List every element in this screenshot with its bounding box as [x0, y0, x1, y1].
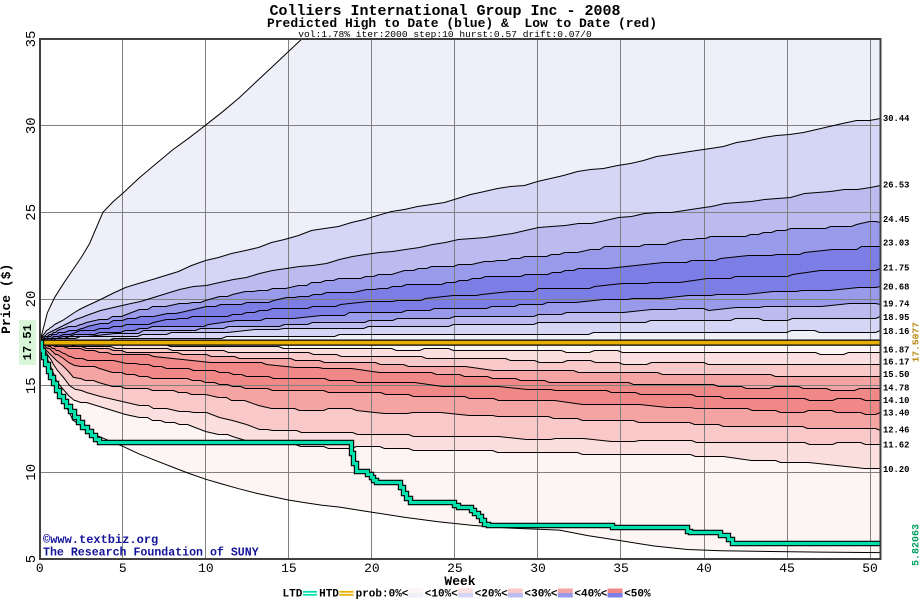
svg-text:Price ($): Price ($)	[0, 264, 14, 334]
svg-text:The Research Foundation of SUN: The Research Foundation of SUNY	[43, 547, 259, 560]
svg-text:19.74: 19.74	[883, 300, 910, 310]
svg-text:17.5077: 17.5077	[911, 322, 920, 363]
svg-text:16.17: 16.17	[883, 357, 909, 367]
svg-text:0: 0	[36, 561, 44, 576]
svg-text:21.75: 21.75	[883, 264, 909, 274]
svg-text:<10%<: <10%<	[425, 589, 458, 601]
svg-text:Week: Week	[444, 574, 475, 589]
svg-text:5: 5	[119, 561, 127, 576]
svg-text:12.46: 12.46	[883, 426, 909, 436]
svg-text:vol:1.78% iter:2000 step:10 hu: vol:1.78% iter:2000 step:10 hurst:0.57 d…	[298, 29, 592, 40]
svg-text:15: 15	[24, 377, 40, 394]
svg-text:20: 20	[364, 561, 380, 576]
svg-text:5.82063: 5.82063	[912, 524, 920, 566]
svg-text:18.95: 18.95	[883, 313, 909, 323]
svg-text:10: 10	[198, 561, 214, 576]
svg-text:13.40: 13.40	[883, 408, 909, 418]
svg-text:24.45: 24.45	[883, 215, 909, 225]
svg-text:14.10: 14.10	[883, 396, 909, 406]
svg-text:20.68: 20.68	[883, 283, 909, 293]
svg-text:14.78: 14.78	[883, 384, 909, 394]
svg-text:50: 50	[862, 561, 878, 576]
svg-text:25: 25	[24, 204, 40, 221]
svg-text:16.87: 16.87	[883, 345, 909, 355]
svg-text:30: 30	[24, 117, 40, 134]
svg-text:26.53: 26.53	[883, 180, 909, 190]
svg-text:30.44: 30.44	[883, 114, 910, 124]
svg-text:prob:0%<: prob:0%<	[356, 589, 409, 601]
svg-text:10.20: 10.20	[883, 465, 909, 475]
svg-text:10: 10	[24, 464, 40, 481]
svg-text:<40%<: <40%<	[574, 589, 607, 601]
svg-text:HTD: HTD	[319, 589, 339, 601]
svg-text:35: 35	[613, 561, 629, 576]
svg-text:45: 45	[779, 561, 795, 576]
svg-text:15: 15	[281, 561, 297, 576]
svg-text:20: 20	[24, 291, 40, 308]
svg-text:11.62: 11.62	[883, 440, 909, 450]
svg-text:18.16: 18.16	[883, 327, 909, 337]
svg-text:LTD: LTD	[283, 589, 303, 601]
svg-text:40: 40	[696, 561, 712, 576]
svg-text:15.50: 15.50	[883, 370, 909, 380]
svg-text:23.03: 23.03	[883, 239, 909, 249]
svg-text:30: 30	[530, 561, 546, 576]
svg-text:<20%<: <20%<	[475, 589, 508, 601]
svg-text:<30%<: <30%<	[525, 589, 558, 601]
svg-text:©www.textbiz.org: ©www.textbiz.org	[43, 533, 158, 547]
svg-text:17.51: 17.51	[21, 324, 35, 360]
svg-text:35: 35	[24, 31, 40, 48]
svg-text:<50%: <50%	[624, 589, 651, 601]
